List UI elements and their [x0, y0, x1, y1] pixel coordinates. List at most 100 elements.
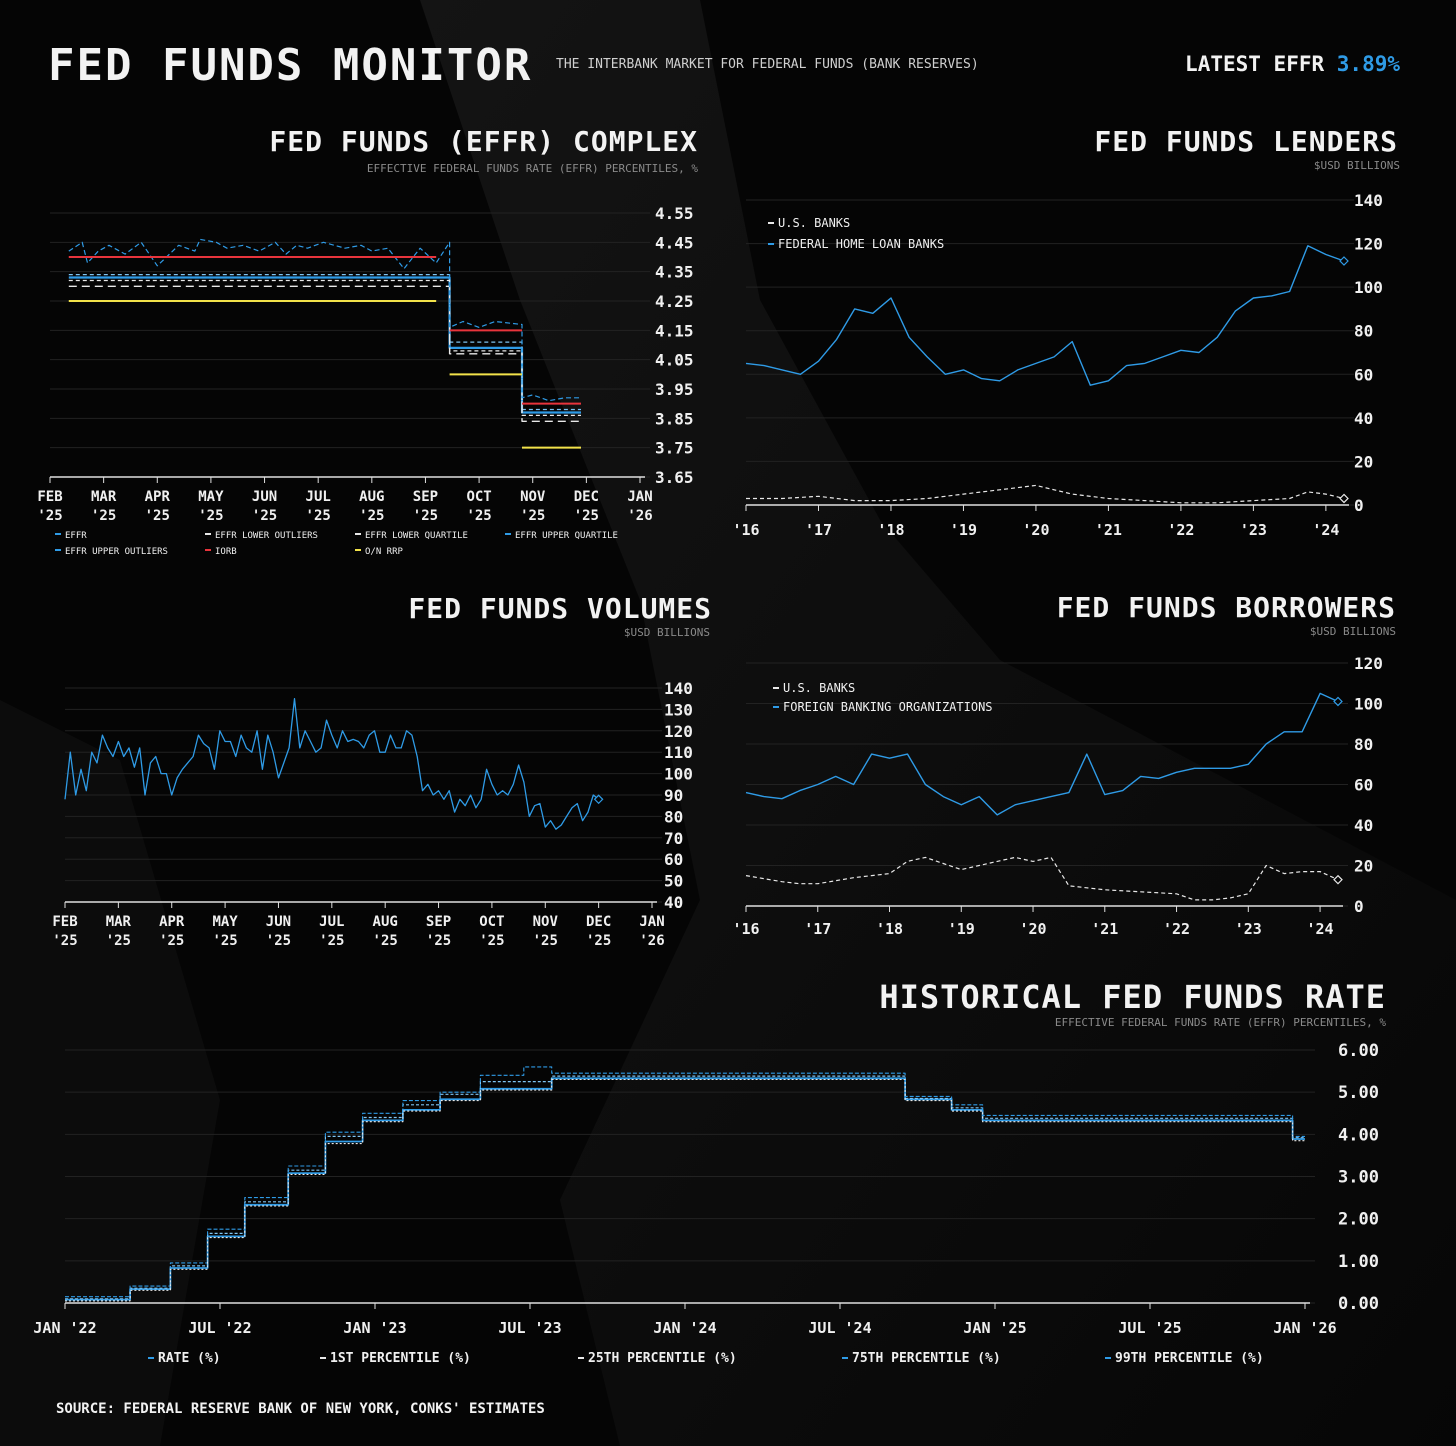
y-tick-label: 4.25: [655, 292, 694, 311]
x-tick-label: JUL: [319, 914, 344, 930]
y-tick-label: 40: [1354, 816, 1373, 835]
x-tick-label: OCT: [466, 489, 491, 505]
borrowers-title: FED FUNDS BORROWERS: [1056, 591, 1396, 624]
x-tick-label: SEP: [426, 914, 451, 930]
x-tick-label-year: '25: [106, 933, 131, 949]
x-tick-label-year: '25: [306, 508, 331, 524]
x-tick-label: '24: [1307, 920, 1334, 938]
historical-title: HISTORICAL FED FUNDS RATE: [879, 978, 1386, 1016]
lenders-chart: 140 120 100 80 60 40 20 0 '16 '17 '18 '19 '20 '21 '22 '…: [732, 191, 1383, 539]
y-tick-label: 50: [664, 872, 683, 891]
series-effr-upper-quartile: [68, 274, 581, 411]
x-tick-label: JAN: [627, 489, 652, 505]
x-tick-label-year: '25: [533, 933, 558, 949]
legend-label: EFFR UPPER OUTLIERS: [65, 547, 168, 557]
x-tick-label: JAN '26: [1273, 1319, 1336, 1337]
x-tick-label: NOV: [533, 914, 559, 930]
x-tick-label: JUL '22: [188, 1319, 251, 1337]
borrowers-chart: 120 100 80 60 40 20 0 '16 '17 '18 '19 '20 '21 '22 '23 '…: [732, 654, 1383, 938]
legend-label: IORB: [215, 547, 237, 557]
borrowers-subtitle: $USD BILLIONS: [1309, 625, 1396, 638]
volumes-chart: 140 130 120 110 100 90 80 70 60 50 40 FEB '25 MAR '25 A…: [52, 679, 693, 949]
x-tick-label: '19: [948, 920, 975, 938]
x-tick-label: JAN: [639, 914, 664, 930]
x-tick-label-year: '25: [145, 508, 170, 524]
x-tick-label-year: '25: [574, 508, 599, 524]
x-tick-label: '16: [732, 521, 759, 539]
y-tick-label: 120: [1354, 235, 1383, 254]
latest-effr-value: 3.89%: [1336, 52, 1400, 76]
x-tick-label-year: '25: [359, 508, 384, 524]
y-tick-label: 3.75: [655, 439, 694, 458]
y-tick-label: 40: [664, 893, 683, 912]
y-tick-label: 4.55: [655, 204, 694, 223]
x-tick-label: DEC: [574, 489, 599, 505]
y-tick-label: 70: [664, 829, 683, 848]
x-tick-label-year: '25: [252, 508, 277, 524]
y-tick-label: 60: [664, 850, 683, 869]
x-tick-label: '21: [1091, 920, 1118, 938]
x-tick-label: MAR: [106, 914, 132, 930]
x-tick-label: AUG: [373, 914, 398, 930]
x-tick-label: FEB: [37, 489, 62, 505]
x-tick-label: '20: [1022, 521, 1049, 539]
x-tick-label: SEP: [413, 489, 438, 505]
legend-label: 25TH PERCENTILE (%): [588, 1351, 737, 1366]
x-tick-label: '16: [732, 920, 759, 938]
x-tick-label-year: '25: [91, 508, 116, 524]
series-effr-upper-outliers: [68, 238, 581, 402]
lenders-title: FED FUNDS LENDERS: [1094, 125, 1398, 158]
series-effr-lower-quartile: [68, 279, 581, 416]
legend-label: U.S. BANKS: [778, 216, 850, 230]
x-tick-label: JAN '22: [33, 1319, 96, 1337]
x-tick-label: APR: [159, 914, 185, 930]
x-tick-label-year: '25: [413, 508, 438, 524]
x-tick-label: FEB: [52, 914, 77, 930]
x-tick-label: JAN '25: [963, 1319, 1026, 1337]
x-tick-label: MAY: [198, 489, 224, 505]
legend-label: 99TH PERCENTILE (%): [1115, 1351, 1264, 1366]
x-tick-label-year: '25: [52, 933, 77, 949]
legend-label: O/N RRP: [365, 547, 404, 557]
x-tick-label: NOV: [520, 489, 546, 505]
x-tick-label-year: '25: [198, 508, 223, 524]
x-tick-label: '22: [1163, 920, 1190, 938]
y-tick-label: 100: [664, 765, 693, 784]
y-tick-label: 90: [664, 786, 683, 805]
x-tick-label-year: '25: [586, 933, 611, 949]
x-tick-label-year: '26: [627, 508, 652, 524]
lenders-subtitle: $USD BILLIONS: [1313, 159, 1400, 172]
end-marker: [1339, 493, 1349, 504]
series-1st-percentile: [65, 1078, 1305, 1302]
y-tick-label: 2.00: [1338, 1210, 1379, 1230]
series-foreign-banking-organizations: [745, 692, 1339, 816]
series-99th-percentile: [65, 1066, 1305, 1298]
complex-title: FED FUNDS (EFFR) COMPLEX: [269, 125, 698, 158]
legend-label: FEDERAL HOME LOAN BANKS: [778, 237, 944, 251]
x-tick-label: JUN: [266, 914, 291, 930]
source-note: SOURCE: FEDERAL RESERVE BANK OF NEW YORK…: [56, 1401, 545, 1417]
x-tick-label: '20: [1019, 920, 1046, 938]
x-tick-label: JUL: [306, 489, 331, 505]
y-tick-label: 4.45: [655, 233, 694, 252]
legend-label: EFFR LOWER OUTLIERS: [215, 531, 318, 541]
x-tick-label: JUL '24: [808, 1319, 871, 1337]
y-tick-label: 3.65: [655, 468, 694, 487]
legend-label: U.S. BANKS: [783, 681, 855, 695]
y-tick-label: 4.15: [655, 321, 694, 340]
legend-label: 1ST PERCENTILE (%): [330, 1351, 471, 1366]
volumes-title: FED FUNDS VOLUMES: [408, 592, 712, 625]
y-tick-label: 0.00: [1338, 1294, 1379, 1314]
end-marker: [1333, 874, 1343, 885]
y-tick-label: 100: [1354, 695, 1383, 714]
legend-label: 75TH PERCENTILE (%): [852, 1351, 1001, 1366]
series-federal-home-loan-banks: [745, 245, 1345, 386]
x-tick-label: MAY: [212, 914, 238, 930]
x-tick-label-year: '25: [466, 508, 491, 524]
x-tick-label-year: '25: [212, 933, 237, 949]
latest-effr: LATEST EFFR 3.89%: [1185, 52, 1400, 76]
legend-label: EFFR UPPER QUARTILE: [515, 531, 618, 541]
y-tick-label: 80: [1354, 322, 1373, 341]
